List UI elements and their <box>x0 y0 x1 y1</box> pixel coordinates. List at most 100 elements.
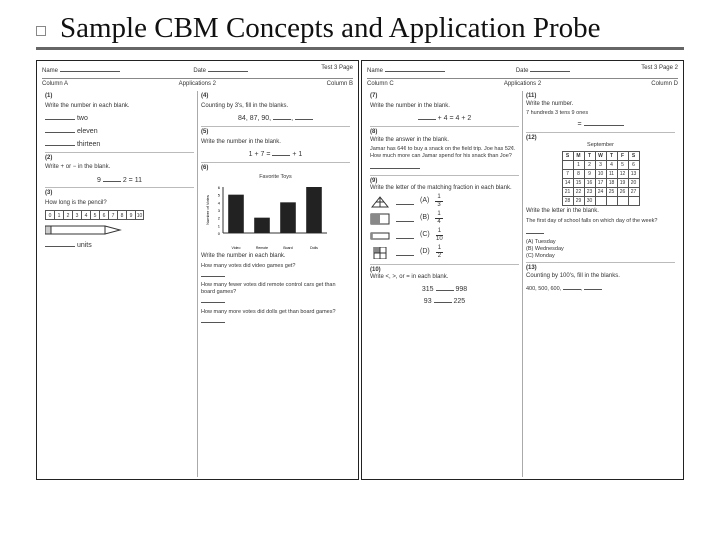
q1-item-0: two <box>77 115 88 122</box>
q10-prompt: Write <, >, or = in each blank. <box>370 274 519 282</box>
q10-a: 315 <box>422 286 434 293</box>
page2-header: Name Date Test 3 Page 2 <box>367 65 678 79</box>
q6-num: (6) <box>201 165 350 173</box>
q12-sub: Write the letter in the blank. <box>526 208 675 216</box>
question-4: (4) Counting by 3's, fill in the blanks.… <box>201 91 350 126</box>
frac-d: 3 <box>435 202 442 210</box>
p2-col-right: (11) Write the number. 7 hundreds 3 tens… <box>522 91 678 477</box>
q1-item-1: eleven <box>77 128 98 135</box>
frac-d: 2 <box>436 253 443 261</box>
frac-n: 1 <box>436 228 443 237</box>
q11-prompt: Write the number. <box>526 101 675 109</box>
svg-text:3: 3 <box>218 208 221 213</box>
tick: 2 <box>63 210 72 220</box>
svg-text:5: 5 <box>218 193 221 198</box>
q2-num: (2) <box>45 155 194 163</box>
question-9: (9) Write the letter of the matching fra… <box>370 175 519 264</box>
p1-name-label: Name <box>42 68 58 74</box>
p2-col-left: (7) Write the number in the blank. + 4 =… <box>367 91 522 477</box>
pencil-icon <box>45 223 194 237</box>
slide: Sample CBM Concepts and Application Prob… <box>0 0 720 540</box>
q8-word: Jamar has 64¢ to buy a snack on the fiel… <box>370 146 519 160</box>
q13-num: (13) <box>526 265 675 273</box>
p1-col-right: (4) Counting by 3's, fill in the blanks.… <box>197 91 353 477</box>
worksheet-pages: Name Date Test 3 Page Column A Applicati… <box>36 60 684 480</box>
frac-n: 1 <box>435 194 442 203</box>
p2-col-d: Column D <box>651 81 678 89</box>
chart-title: Favorite Toys <box>201 174 350 181</box>
question-1: (1) Write the number in each blank. two … <box>45 91 194 151</box>
svg-text:Remote: Remote <box>256 246 268 250</box>
page2-subheader: Column C Applications 2 Column D <box>367 81 678 89</box>
tick: 5 <box>90 210 99 220</box>
question-2: (2) Write + or − in the blank. 9 2 = 11 <box>45 152 194 188</box>
page1-header: Name Date Test 3 Page <box>42 65 353 79</box>
triangle-shape-icon <box>370 196 390 208</box>
q11-parts: 7 hundreds 3 tens 9 ones <box>526 110 675 117</box>
opt-d: (D) <box>420 248 430 257</box>
p1-test-label: Test 3 Page <box>321 65 353 76</box>
q5-num: (5) <box>201 129 350 137</box>
q7-prompt: Write the number in the blank. <box>370 103 519 111</box>
q12-ch0: (A) Tuesday <box>526 239 675 246</box>
p2-col-c: Column C <box>367 81 394 89</box>
q2-a: 9 <box>97 177 101 184</box>
p1-app: Applications 2 <box>179 81 216 89</box>
q1-item-2: thirteen <box>77 141 100 148</box>
frac-n: 1 <box>435 211 442 220</box>
question-6: (6) Favorite Toys 0123456VideoRemoteBoar… <box>201 162 350 329</box>
bar-chart: 0123456VideoRemoteBoardDollsNumber of Vo… <box>201 181 350 251</box>
q4-prompt: Counting by 3's, fill in the blanks. <box>201 103 350 111</box>
rect-half-icon <box>370 213 390 225</box>
question-10: (10) Write <, >, or = in each blank. 315… <box>370 264 519 310</box>
worksheet-page-1: Name Date Test 3 Page Column A Applicati… <box>36 60 359 480</box>
svg-text:Video: Video <box>232 246 241 250</box>
square-quarter-icon <box>370 247 390 259</box>
q8-num: (8) <box>370 129 519 137</box>
q5-a: 1 + 7 = <box>249 151 271 158</box>
tick: 4 <box>81 210 90 220</box>
q12-num: (12) <box>526 135 675 143</box>
q10-num: (10) <box>370 267 519 275</box>
q10-b: 998 <box>455 286 467 293</box>
q2-prompt: Write + or − in the blank. <box>45 164 194 172</box>
q3-num: (3) <box>45 190 194 198</box>
q6-sub: Write the number in each blank. <box>201 253 350 261</box>
p2-app: Applications 2 <box>504 81 541 89</box>
bar-tenths-icon <box>370 230 390 242</box>
frac-n: 1 <box>436 245 443 254</box>
worksheet-page-2: Name Date Test 3 Page 2 Column C Applica… <box>361 60 684 480</box>
q2-b: 2 = 11 <box>123 177 142 184</box>
q1-prompt: Write the number in each blank. <box>45 103 194 111</box>
p1-col-left: (1) Write the number in each blank. two … <box>42 91 197 477</box>
tick: 6 <box>99 210 108 220</box>
title-row: Sample CBM Concepts and Application Prob… <box>36 12 684 50</box>
tick: 9 <box>126 210 135 220</box>
svg-text:2: 2 <box>218 216 221 221</box>
p2-test-label: Test 3 Page 2 <box>641 65 678 76</box>
q12-ask: The first day of school falls on which d… <box>526 218 675 225</box>
q9-prompt: Write the letter of the matching fractio… <box>370 185 519 193</box>
ruler: 012345678910 <box>45 210 194 220</box>
tick: 10 <box>135 210 144 220</box>
question-3: (3) How long is the pencil? 012345678910… <box>45 187 194 253</box>
q13-prompt: Counting by 100's, fill in the blanks. <box>526 273 675 281</box>
p1-date-label: Date <box>193 68 206 74</box>
tick: 0 <box>45 210 54 220</box>
q7-expr: + 4 = 4 + 2 <box>438 115 472 122</box>
svg-text:Dolls: Dolls <box>310 246 318 250</box>
opt-c: (C) <box>420 231 430 240</box>
tick: 8 <box>117 210 126 220</box>
tick: 3 <box>72 210 81 220</box>
question-8: (8) Write the answer in the blank. Jamar… <box>370 126 519 175</box>
title-bullet <box>36 26 46 36</box>
q13-seq: 400, 500, 600, <box>526 286 561 292</box>
svg-text:1: 1 <box>218 224 221 229</box>
p2-date-label: Date <box>516 68 529 74</box>
q11-num: (11) <box>526 93 675 101</box>
q12-ch2: (C) Monday <box>526 253 675 260</box>
q3-prompt: How long is the pencil? <box>45 200 194 208</box>
question-13: (13) Counting by 100's, fill in the blan… <box>526 262 675 295</box>
svg-text:Number of Votes: Number of Votes <box>205 195 210 225</box>
frac-d: 4 <box>435 219 442 227</box>
